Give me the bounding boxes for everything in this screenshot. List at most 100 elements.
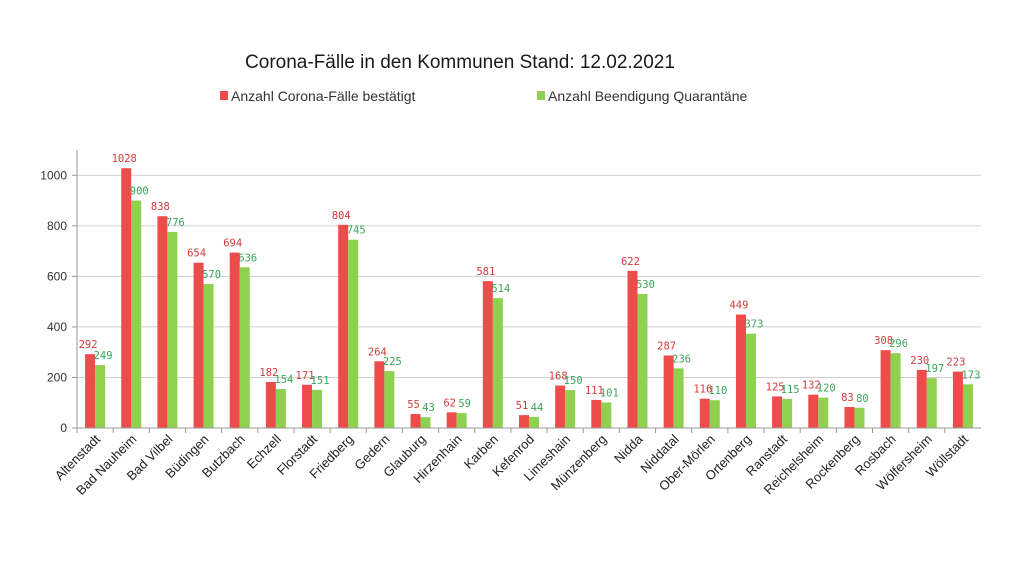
data-label-confirmed: 116: [693, 384, 712, 396]
legend-label-confirmed: Anzahl Corona-Fälle bestätigt: [231, 88, 416, 104]
bar-confirmed: [121, 168, 132, 429]
bar-quarantine-ended: [962, 384, 973, 428]
bar-confirmed: [952, 371, 963, 428]
data-label-confirmed: 838: [151, 201, 170, 213]
bar-quarantine-ended: [745, 333, 756, 428]
bar-quarantine-ended: [529, 416, 539, 428]
bar-quarantine-ended: [131, 200, 142, 428]
data-label-confirmed: 694: [223, 238, 242, 250]
bar-confirmed: [229, 252, 240, 428]
data-label-confirmed: 168: [549, 371, 568, 383]
data-label-quarantine-ended: 120: [817, 383, 836, 395]
data-label-quarantine-ended: 249: [94, 350, 113, 362]
gridlines: [77, 174, 981, 378]
bar-quarantine-ended: [709, 400, 720, 428]
data-label-quarantine-ended: 530: [636, 279, 655, 291]
bar-confirmed: [85, 354, 96, 428]
bar-quarantine-ended: [673, 368, 684, 428]
bar-quarantine-ended: [637, 294, 648, 428]
data-label-confirmed: 132: [802, 380, 821, 392]
data-label-confirmed: 83: [841, 392, 854, 404]
y-tick-label: 1000: [40, 168, 67, 182]
bar-confirmed: [410, 414, 421, 428]
bar-confirmed: [157, 216, 168, 428]
bar-confirmed: [265, 382, 276, 428]
data-label-quarantine-ended: 296: [889, 338, 908, 350]
bar-quarantine-ended: [239, 267, 250, 428]
bar-confirmed: [880, 350, 891, 428]
data-label-quarantine-ended: 225: [383, 356, 402, 368]
data-label-quarantine-ended: 514: [491, 283, 510, 295]
data-label-confirmed: 182: [259, 367, 278, 379]
data-label-confirmed: 287: [657, 340, 676, 352]
bar-quarantine-ended: [601, 402, 612, 428]
bar-confirmed: [591, 399, 602, 428]
data-label-quarantine-ended: 101: [600, 387, 619, 399]
bar-confirmed: [844, 407, 855, 428]
bar-quarantine-ended: [782, 398, 793, 428]
data-label-quarantine-ended: 150: [564, 375, 583, 387]
bar-confirmed: [374, 361, 385, 428]
data-label-quarantine-ended: 197: [925, 363, 944, 375]
data-label-quarantine-ended: 44: [531, 402, 544, 414]
bar-confirmed: [663, 355, 674, 428]
data-label-confirmed: 449: [729, 300, 748, 312]
bar-confirmed: [699, 398, 710, 428]
legend-label-quarantine-ended: Anzahl Beendigung Quarantäne: [548, 88, 747, 104]
data-label-confirmed: 804: [332, 210, 351, 222]
data-label-confirmed: 622: [621, 256, 640, 268]
data-label-quarantine-ended: 173: [961, 369, 980, 381]
legend-swatch-quarantine-ended: [537, 91, 545, 100]
data-label-confirmed: 223: [946, 357, 965, 369]
data-label-confirmed: 654: [187, 248, 206, 260]
data-label-confirmed: 292: [79, 339, 98, 351]
data-label-confirmed: 62: [443, 397, 456, 409]
data-label-quarantine-ended: 745: [347, 225, 366, 237]
data-label-confirmed: 1028: [112, 153, 137, 165]
bar-confirmed: [482, 281, 493, 428]
data-label-quarantine-ended: 115: [781, 384, 800, 396]
bar-confirmed: [193, 262, 204, 428]
bar-confirmed: [519, 415, 529, 428]
data-label-quarantine-ended: 373: [744, 319, 763, 331]
bar-quarantine-ended: [565, 390, 576, 428]
data-label-confirmed: 55: [407, 399, 420, 411]
data-label-quarantine-ended: 776: [166, 217, 185, 229]
bar-confirmed: [627, 270, 638, 428]
chart-title: Corona-Fälle in den Kommunen Stand: 12.0…: [245, 52, 675, 73]
data-label-confirmed: 51: [516, 400, 529, 412]
bar-quarantine-ended: [167, 231, 178, 428]
y-tick-label: 800: [47, 219, 67, 233]
bar-confirmed: [772, 396, 783, 428]
data-label-confirmed: 264: [368, 346, 387, 358]
bar-quarantine-ended: [275, 389, 286, 428]
data-label-quarantine-ended: 154: [274, 374, 293, 386]
data-label-confirmed: 581: [476, 266, 495, 278]
data-label-quarantine-ended: 110: [708, 385, 727, 397]
bar-quarantine-ended: [203, 283, 214, 428]
bar-quarantine-ended: [95, 365, 106, 428]
data-label-quarantine-ended: 59: [458, 398, 471, 410]
bar-quarantine-ended: [492, 298, 503, 428]
bar-confirmed: [338, 224, 349, 428]
legend-swatch-confirmed: [220, 91, 228, 100]
bar-confirmed: [916, 369, 927, 428]
bar-quarantine-ended: [348, 239, 359, 428]
data-label-quarantine-ended: 236: [672, 353, 691, 365]
bar-confirmed: [735, 314, 746, 428]
legend: Anzahl Corona-Fälle bestätigt Anzahl Bee…: [220, 88, 747, 104]
data-label-confirmed: 230: [910, 355, 929, 367]
y-axis: 0 200 400 600 800 1000: [40, 150, 78, 435]
bar-quarantine-ended: [926, 378, 937, 428]
bar-quarantine-ended: [384, 371, 395, 428]
bar-confirmed: [555, 385, 566, 428]
data-label-quarantine-ended: 570: [202, 269, 221, 281]
y-tick-label: 200: [47, 370, 67, 384]
bars: [85, 168, 973, 429]
data-label-quarantine-ended: 80: [856, 393, 869, 405]
data-label-confirmed: 111: [585, 385, 604, 397]
data-label-quarantine-ended: 636: [238, 252, 257, 264]
